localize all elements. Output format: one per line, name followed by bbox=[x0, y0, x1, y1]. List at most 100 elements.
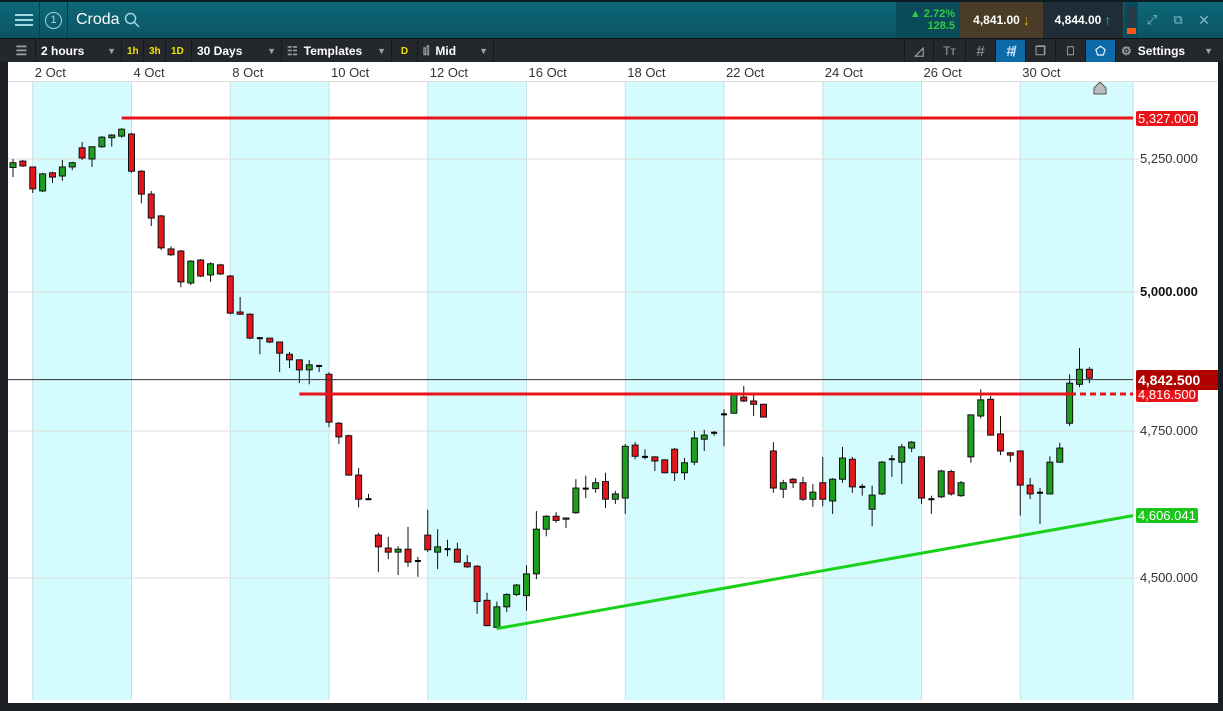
candle-body bbox=[88, 146, 96, 160]
settings-dropdown[interactable]: ⚙ Settings ▼ bbox=[1116, 40, 1218, 62]
scrollbar-bottom[interactable] bbox=[0, 703, 1223, 711]
x-tick-label: 10 Oct bbox=[331, 65, 370, 80]
candle-body bbox=[177, 250, 185, 283]
candle-body bbox=[937, 470, 945, 498]
sliders-icon: ☷ bbox=[287, 44, 298, 58]
candle-body bbox=[503, 593, 511, 608]
chevron-down-icon: ▼ bbox=[1204, 46, 1213, 56]
candle-body bbox=[642, 455, 648, 458]
trendline-price-tag: 4,606.041 bbox=[1136, 508, 1198, 524]
candle-body bbox=[681, 462, 688, 474]
candle-body bbox=[631, 444, 639, 457]
candle-body bbox=[552, 515, 560, 521]
x-tick-label: 12 Oct bbox=[429, 65, 469, 80]
candle-body bbox=[365, 498, 372, 501]
instrument-name[interactable]: Croda bbox=[76, 11, 120, 28]
candle-body bbox=[769, 450, 777, 489]
link-number-icon: 1 bbox=[45, 11, 62, 29]
text-tool-button[interactable]: Tᴛ bbox=[934, 40, 966, 62]
interval-1d[interactable]: 1D bbox=[166, 40, 192, 62]
candle-body bbox=[137, 170, 145, 195]
candle-body bbox=[750, 400, 758, 405]
candle-body bbox=[493, 606, 501, 628]
candle-body bbox=[1085, 368, 1093, 379]
candle-body bbox=[108, 134, 116, 139]
gear-icon: ⚙ bbox=[1121, 44, 1132, 58]
candle-body bbox=[316, 364, 323, 367]
interval-dropdown[interactable]: 2 hours ▼ bbox=[36, 40, 122, 62]
candle-body bbox=[246, 313, 254, 339]
chevron-down-icon: ▼ bbox=[267, 46, 276, 56]
candle-body bbox=[740, 396, 748, 402]
candle-body bbox=[898, 446, 906, 463]
signal-strength-icon bbox=[1124, 2, 1138, 38]
search-icon bbox=[124, 12, 140, 28]
grid-button[interactable]: # bbox=[966, 40, 996, 62]
crosshair-grid-button[interactable]: #̸ bbox=[996, 40, 1026, 62]
y-tick-label: 5,250.000 bbox=[1140, 151, 1198, 166]
candles-icon: ⫾⫿ bbox=[423, 45, 430, 57]
candle-body bbox=[128, 133, 135, 172]
close-icon[interactable]: ✕ bbox=[1198, 11, 1210, 28]
buy-button[interactable]: 4,844.00 ↑ bbox=[1043, 2, 1123, 38]
candle-body bbox=[928, 498, 935, 501]
scrollbar-right[interactable] bbox=[1218, 62, 1223, 711]
candle-body bbox=[295, 359, 303, 371]
x-axis: 2 Oct 4 Oct 8 Oct 10 Oct 12 Oct 16 Oct 1… bbox=[8, 62, 1218, 82]
watchlist-link-button[interactable]: 1 bbox=[40, 2, 68, 38]
expand-icon[interactable]: ⤢ bbox=[1146, 12, 1158, 27]
candle-body bbox=[582, 487, 589, 490]
price-label-button[interactable]: ⬠ bbox=[1086, 40, 1116, 62]
templates-dropdown[interactable]: ☷ Templates ▼ bbox=[282, 40, 392, 62]
support-price-tag: 4,816.500 bbox=[1136, 386, 1198, 402]
candle-body bbox=[1037, 491, 1043, 494]
popout-icon[interactable]: ⧉ bbox=[1173, 12, 1183, 27]
candle-body bbox=[888, 458, 895, 461]
candle-body bbox=[29, 166, 37, 190]
menu-button[interactable] bbox=[8, 2, 40, 38]
candle-body bbox=[453, 548, 461, 563]
candle-body bbox=[1026, 484, 1034, 495]
tag-icon: ⬠ bbox=[1095, 44, 1106, 58]
candle-body bbox=[444, 548, 451, 551]
sell-button[interactable]: 4,841.00 ↓ bbox=[960, 2, 1043, 38]
candle-body bbox=[226, 275, 234, 314]
candle-body bbox=[147, 193, 155, 219]
x-tick-label: 2 Oct bbox=[34, 65, 66, 80]
range-dropdown[interactable]: 30 Days ▼ bbox=[192, 40, 282, 62]
candle-body bbox=[513, 584, 521, 595]
candle-body bbox=[542, 515, 550, 530]
candle-body bbox=[987, 398, 995, 436]
search-button[interactable] bbox=[122, 2, 142, 38]
daily-button[interactable]: D bbox=[392, 40, 418, 62]
layers-button[interactable]: ❐ bbox=[1026, 40, 1056, 62]
candle-body bbox=[384, 547, 392, 553]
interval-1h[interactable]: 1h bbox=[122, 40, 144, 62]
x-tick-label: 16 Oct bbox=[528, 65, 567, 80]
grid-pen-icon: #̸ bbox=[1006, 42, 1015, 60]
sell-price: 4,841.00 bbox=[973, 13, 1020, 27]
y-tick-label: 5,000.000 bbox=[1140, 284, 1198, 299]
chart-list-button[interactable]: ☰ bbox=[8, 40, 36, 62]
candle-body bbox=[118, 128, 126, 137]
candle-body bbox=[1066, 382, 1074, 424]
candle-body bbox=[256, 337, 263, 340]
candle-body bbox=[779, 482, 787, 490]
candle-body bbox=[167, 248, 175, 256]
candle-body bbox=[839, 457, 846, 480]
interval-3h[interactable]: 3h bbox=[144, 40, 166, 62]
candle-body bbox=[859, 485, 866, 488]
layers-icon: ❐ bbox=[1035, 44, 1046, 58]
candle-body bbox=[98, 136, 106, 148]
candle-body bbox=[829, 478, 837, 502]
price-type-dropdown[interactable]: ⫾⫿ Mid ▼ bbox=[418, 40, 494, 62]
session-band bbox=[1020, 82, 1133, 700]
candle-body bbox=[1076, 368, 1083, 385]
session-band bbox=[625, 82, 724, 700]
draw-tool-button[interactable]: ◿ bbox=[904, 40, 934, 62]
y-tick-label: 4,750.000 bbox=[1140, 423, 1198, 438]
x-tick-label: 24 Oct bbox=[824, 65, 864, 80]
chart-type-button[interactable]: ⎕ bbox=[1056, 40, 1086, 62]
candle-body bbox=[473, 565, 481, 603]
